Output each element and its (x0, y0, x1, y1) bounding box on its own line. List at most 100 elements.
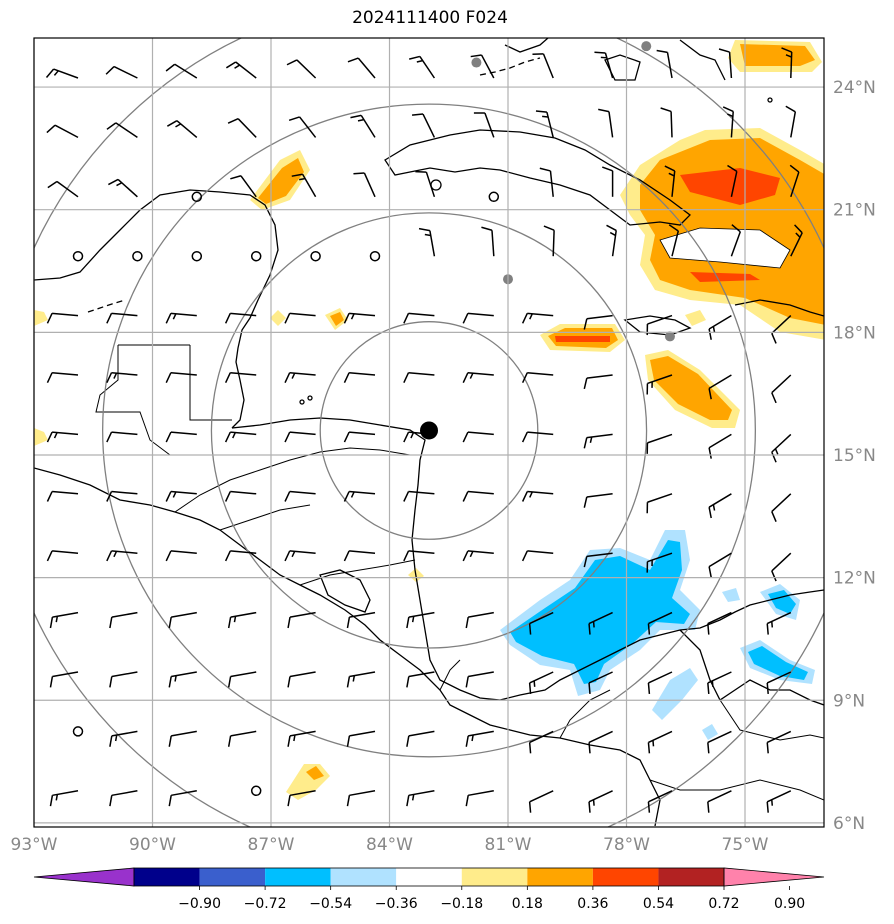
colorbar-segment (658, 868, 724, 886)
wind-barb (165, 550, 197, 562)
wind-barb (790, 224, 803, 257)
wind-barb (771, 374, 792, 404)
wind-barb (49, 611, 79, 629)
range-ring (102, 103, 756, 758)
calm-wind-marker (191, 191, 203, 203)
wind-barb (403, 490, 435, 502)
wind-barb (346, 730, 376, 747)
wind-barb (403, 312, 435, 324)
wind-barb (789, 164, 800, 198)
lon-tick-label: 78°W (603, 835, 650, 855)
colorbar-segment (592, 868, 659, 886)
wind-barb (462, 550, 494, 562)
wind-barb (707, 611, 732, 635)
wind-barb (106, 550, 138, 562)
wind-barb (521, 371, 554, 384)
wind-barb (353, 172, 376, 198)
wind-barb (539, 167, 554, 197)
wind-barb (708, 552, 732, 578)
wind-barb (343, 431, 376, 443)
lat-tick-label: 9°N (833, 691, 865, 711)
wind-barb (109, 671, 138, 688)
wind-barb (528, 611, 554, 635)
calm-wind-marker (369, 250, 381, 262)
wind-barb (462, 312, 494, 324)
colorbar-tick-label: −0.54 (309, 896, 352, 912)
wind-barb (583, 433, 613, 449)
wind-barb (528, 730, 554, 754)
wind-barb (462, 431, 494, 443)
wind-barb (291, 173, 317, 198)
wind-barb (730, 224, 741, 257)
wind-barb (647, 730, 673, 754)
station-markers (420, 41, 675, 440)
lat-tick-label: 6°N (833, 814, 865, 834)
wind-barb (465, 611, 494, 629)
wind-barb (707, 790, 732, 813)
wind-barb (227, 118, 257, 138)
wind-barb (165, 431, 197, 443)
range-ring (319, 321, 539, 540)
wind-barb (406, 790, 435, 807)
wind-barb (606, 224, 617, 257)
wind-barb (646, 374, 673, 395)
wind-barb (165, 490, 197, 502)
wind-barb (165, 371, 197, 384)
lon-tick-label: 75°W (722, 835, 769, 855)
wind-barb (781, 47, 793, 79)
negative-anomaly-regions (500, 530, 815, 740)
calm-wind-marker (250, 250, 262, 262)
wind-barb (532, 53, 554, 79)
lon-tick-label: 93°W (11, 835, 58, 855)
wind-barb (287, 730, 316, 747)
wind-barb (602, 166, 614, 197)
wind-barb (771, 493, 792, 522)
wind-barb (406, 730, 435, 747)
wind-barb (727, 164, 738, 197)
wind-barb (411, 113, 436, 138)
wind-barb (288, 116, 317, 138)
wind-barb (224, 550, 257, 562)
wind-barb (46, 124, 79, 139)
wind-barb (227, 730, 257, 747)
wind-barb (766, 611, 792, 635)
colorbar-segment (527, 868, 593, 886)
colorbar-segment (265, 868, 331, 886)
wind-barb (46, 490, 79, 502)
colorbar-tick-label: 0.18 (512, 896, 543, 912)
wind-barb (45, 68, 79, 79)
colorbar-segment (199, 868, 266, 886)
wind-barb (588, 730, 613, 754)
grey-station-marker (664, 331, 675, 342)
lon-tick-label: 84°W (366, 835, 413, 855)
wind-barb (647, 671, 673, 695)
wind-barb (583, 493, 613, 508)
wind-barb (106, 431, 138, 443)
wind-barb (708, 493, 732, 519)
wind-barb (722, 106, 734, 138)
wind-barb (473, 112, 495, 138)
colorbar-tick-label: 0.72 (708, 896, 739, 912)
wind-barb (165, 312, 197, 324)
wind-barb (224, 312, 257, 324)
range-ring (210, 212, 648, 649)
wind-barb (418, 227, 436, 257)
wind-barb (46, 431, 79, 443)
wind-barb (343, 490, 376, 502)
wind-barb (46, 312, 79, 324)
positive-anomaly-regions (34, 40, 824, 800)
plot-frame (33, 37, 825, 828)
lon-tick-label: 90°W (129, 835, 176, 855)
wind-barb (771, 552, 792, 582)
colorbar-tick-label: 0.36 (577, 896, 608, 912)
wind-barb (707, 671, 732, 695)
colorbar-tick-label: −0.90 (178, 896, 221, 912)
wind-barb (347, 57, 376, 79)
wind-barb (718, 48, 733, 79)
wind-barb (46, 371, 79, 384)
wind-barb (109, 730, 138, 747)
wind-barb (284, 550, 316, 562)
wind-barb (230, 175, 257, 198)
colorbar-tick-label: −0.72 (244, 896, 287, 912)
